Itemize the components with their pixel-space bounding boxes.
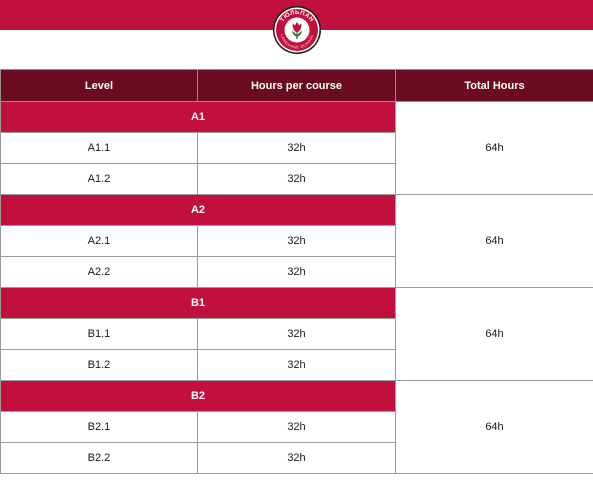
- table-row: B2 64h: [0, 380, 593, 474]
- table-row: A2.2 32h: [0, 256, 593, 288]
- level-cell: B2.2: [0, 442, 198, 474]
- level-cell: B1.2: [0, 349, 198, 381]
- table-row: A2.1 32h: [0, 225, 593, 257]
- total-hours-b2: 64h: [395, 380, 593, 474]
- group-header-b2: B2: [0, 380, 396, 412]
- hours-cell: 32h: [197, 132, 396, 164]
- course-hours-table: Level Hours per course Total Hours A1 64…: [0, 69, 593, 474]
- level-cell: A1.1: [0, 132, 198, 164]
- header-total-hours: Total Hours: [395, 69, 593, 102]
- group-header-a2: A2: [0, 194, 396, 226]
- table-row: A2 64h: [0, 194, 593, 288]
- course-hours-table-wrapper: Level Hours per course Total Hours A1 64…: [0, 69, 593, 474]
- total-hours-b1: 64h: [395, 287, 593, 381]
- table-header-row: Level Hours per course Total Hours: [0, 69, 593, 102]
- table-row: B1.1 32h: [0, 318, 593, 350]
- hours-cell: 32h: [197, 318, 396, 350]
- level-cell: A2.1: [0, 225, 198, 257]
- hours-cell: 32h: [197, 256, 396, 288]
- tulip-icon: [292, 22, 302, 39]
- level-cell: B2.1: [0, 411, 198, 443]
- total-hours-a2: 64h: [395, 194, 593, 288]
- table-row: B1 64h: [0, 287, 593, 381]
- hours-cell: 32h: [197, 163, 396, 195]
- hours-cell: 32h: [197, 225, 396, 257]
- level-cell: A2.2: [0, 256, 198, 288]
- header-hours-per-course: Hours per course: [197, 69, 396, 102]
- level-cell: A1.2: [0, 163, 198, 195]
- hours-cell: 32h: [197, 411, 396, 443]
- table-row: B1.2 32h: [0, 349, 593, 381]
- level-cell: B1.1: [0, 318, 198, 350]
- group-header-a1: A1: [0, 101, 396, 133]
- hours-cell: 32h: [197, 442, 396, 474]
- group-header-b1: B1: [0, 287, 396, 319]
- hours-cell: 32h: [197, 349, 396, 381]
- header-level: Level: [0, 69, 198, 102]
- table-row: A1 64h: [0, 101, 593, 195]
- table-row: B2.2 32h: [0, 442, 593, 474]
- table-row: A1.1 32h: [0, 132, 593, 164]
- school-logo: ТЮЛЬПАН LANGUAGE SCHOOL: [273, 6, 321, 54]
- total-hours-a1: 64h: [395, 101, 593, 195]
